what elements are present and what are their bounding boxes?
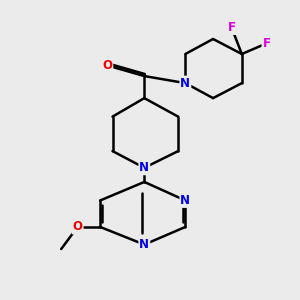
Text: O: O [102, 59, 112, 72]
Text: O: O [73, 220, 82, 233]
Text: F: F [262, 37, 270, 50]
Text: N: N [139, 161, 149, 174]
Text: F: F [228, 21, 236, 34]
Text: N: N [180, 76, 190, 90]
Text: N: N [180, 194, 190, 207]
Text: N: N [139, 238, 149, 251]
